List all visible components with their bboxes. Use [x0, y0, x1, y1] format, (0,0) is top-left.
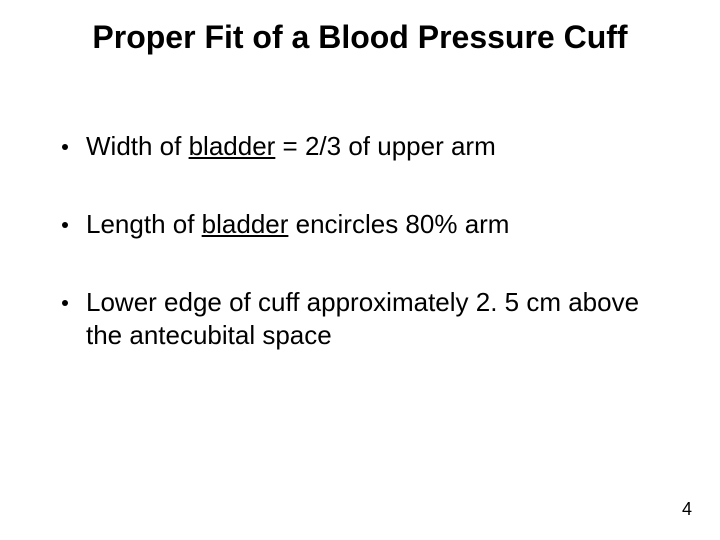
slide-title: Proper Fit of a Blood Pressure Cuff — [0, 18, 720, 56]
bullet-text: Lower edge of cuff approximately 2. 5 cm… — [86, 286, 670, 354]
text-segment: Lower edge of cuff approximately 2. 5 cm… — [86, 287, 639, 351]
list-item: Width of bladder = 2/3 of upper arm — [62, 130, 670, 164]
list-item: Length of bladder encircles 80% arm — [62, 208, 670, 242]
bullet-dot-icon — [62, 222, 68, 228]
text-segment: Length of — [86, 209, 202, 239]
bullet-dot-icon — [62, 300, 68, 306]
text-segment: = 2/3 of upper arm — [275, 131, 495, 161]
page-number: 4 — [682, 499, 692, 520]
bullet-list: Width of bladder = 2/3 of upper arm Leng… — [62, 130, 670, 397]
text-segment: Width of — [86, 131, 189, 161]
bullet-text: Width of bladder = 2/3 of upper arm — [86, 130, 670, 164]
bullet-dot-icon — [62, 144, 68, 150]
underlined-term: bladder — [202, 209, 289, 239]
slide: Proper Fit of a Blood Pressure Cuff Widt… — [0, 0, 720, 540]
text-segment: encircles 80% arm — [288, 209, 509, 239]
bullet-text: Length of bladder encircles 80% arm — [86, 208, 670, 242]
list-item: Lower edge of cuff approximately 2. 5 cm… — [62, 286, 670, 354]
underlined-term: bladder — [189, 131, 276, 161]
